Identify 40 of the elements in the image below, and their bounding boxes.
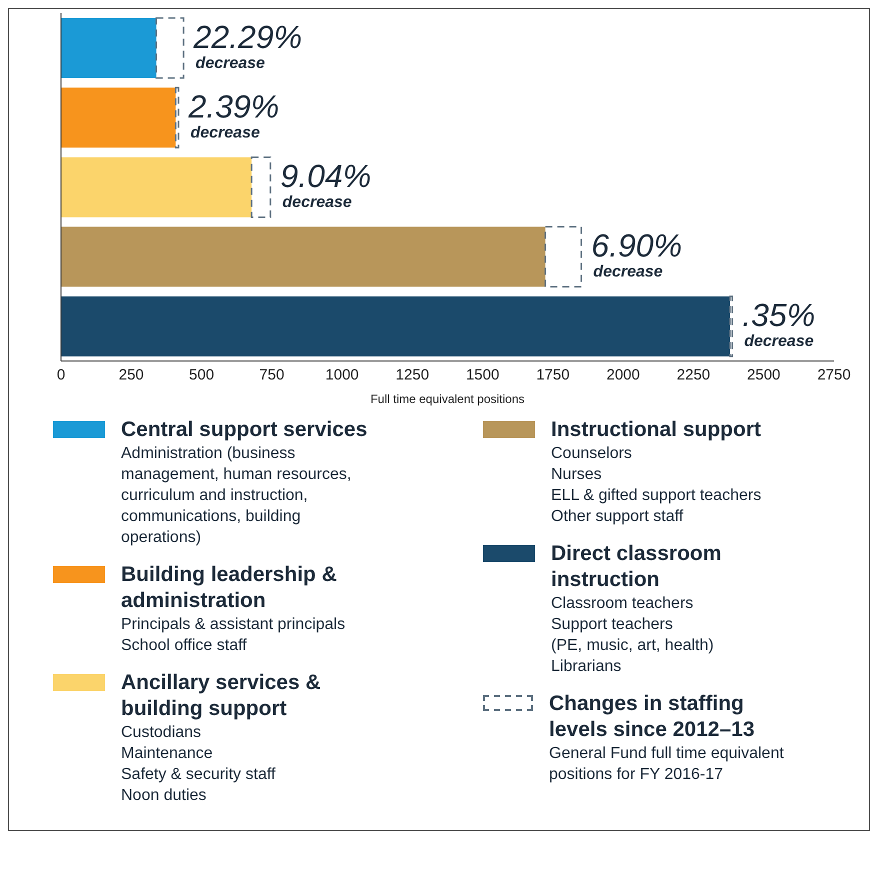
x-tick-label: 250 <box>118 366 144 384</box>
bar <box>156 17 184 79</box>
x-tick-label: 2000 <box>606 366 640 384</box>
bar <box>61 88 176 148</box>
text: Principals & assistant principals School office staff <box>121 615 346 656</box>
legend-label: Building leadership & administration <box>121 562 338 614</box>
text: Classroom teachers Support teachers (PE, music, art, health) Librarians <box>551 594 715 677</box>
text: Custodians Maintenance Safety & security staff Noon duties <box>121 723 276 806</box>
text: General Fund full time equivalent positions for FY 2016-17 <box>549 744 785 785</box>
x-axis-title: Full time equivalent positions <box>370 392 525 406</box>
annotation: 22.29% decrease <box>192 18 302 72</box>
bar <box>729 296 733 358</box>
bar <box>61 226 546 287</box>
x-tick-label: 0 <box>56 366 66 384</box>
x-tick-label: 2250 <box>676 366 710 384</box>
x-tick-label: 1500 <box>466 366 500 384</box>
legend-label: Instructional support <box>551 417 762 443</box>
legend-label: Central support services <box>121 417 368 443</box>
x-tick-label: 500 <box>189 366 214 384</box>
x-tick-label: 2750 <box>817 366 851 384</box>
x-tick-label: 750 <box>259 366 284 384</box>
legend-label: Changes in staffing levels since 2012–13 <box>549 691 756 743</box>
x-tick-label: 1250 <box>396 366 430 384</box>
legend-label: Direct classroom instruction <box>551 541 722 593</box>
text: Counselors Nurses ELL & gifted support teachers Other support staff <box>551 444 762 527</box>
x-tick-label: 2500 <box>747 366 780 384</box>
bar <box>61 157 252 218</box>
bar <box>174 86 180 148</box>
x-tick-label: 1750 <box>536 366 570 384</box>
bar <box>250 156 272 218</box>
bar <box>61 296 730 356</box>
text: Administration (business management, human resources, curriculum and instruction, communications, building operations) <box>121 444 352 548</box>
x-tick-label: 1000 <box>325 366 359 384</box>
annotation: .35% decrease <box>742 297 816 350</box>
annotation: 9.04% decrease <box>280 158 372 211</box>
bar <box>61 18 156 78</box>
annotation: 2.39% decrease <box>187 88 280 142</box>
annotation: 6.90% decrease <box>591 228 682 281</box>
legend-label: Ancillary services & building support <box>121 670 322 722</box>
bar <box>544 226 582 288</box>
